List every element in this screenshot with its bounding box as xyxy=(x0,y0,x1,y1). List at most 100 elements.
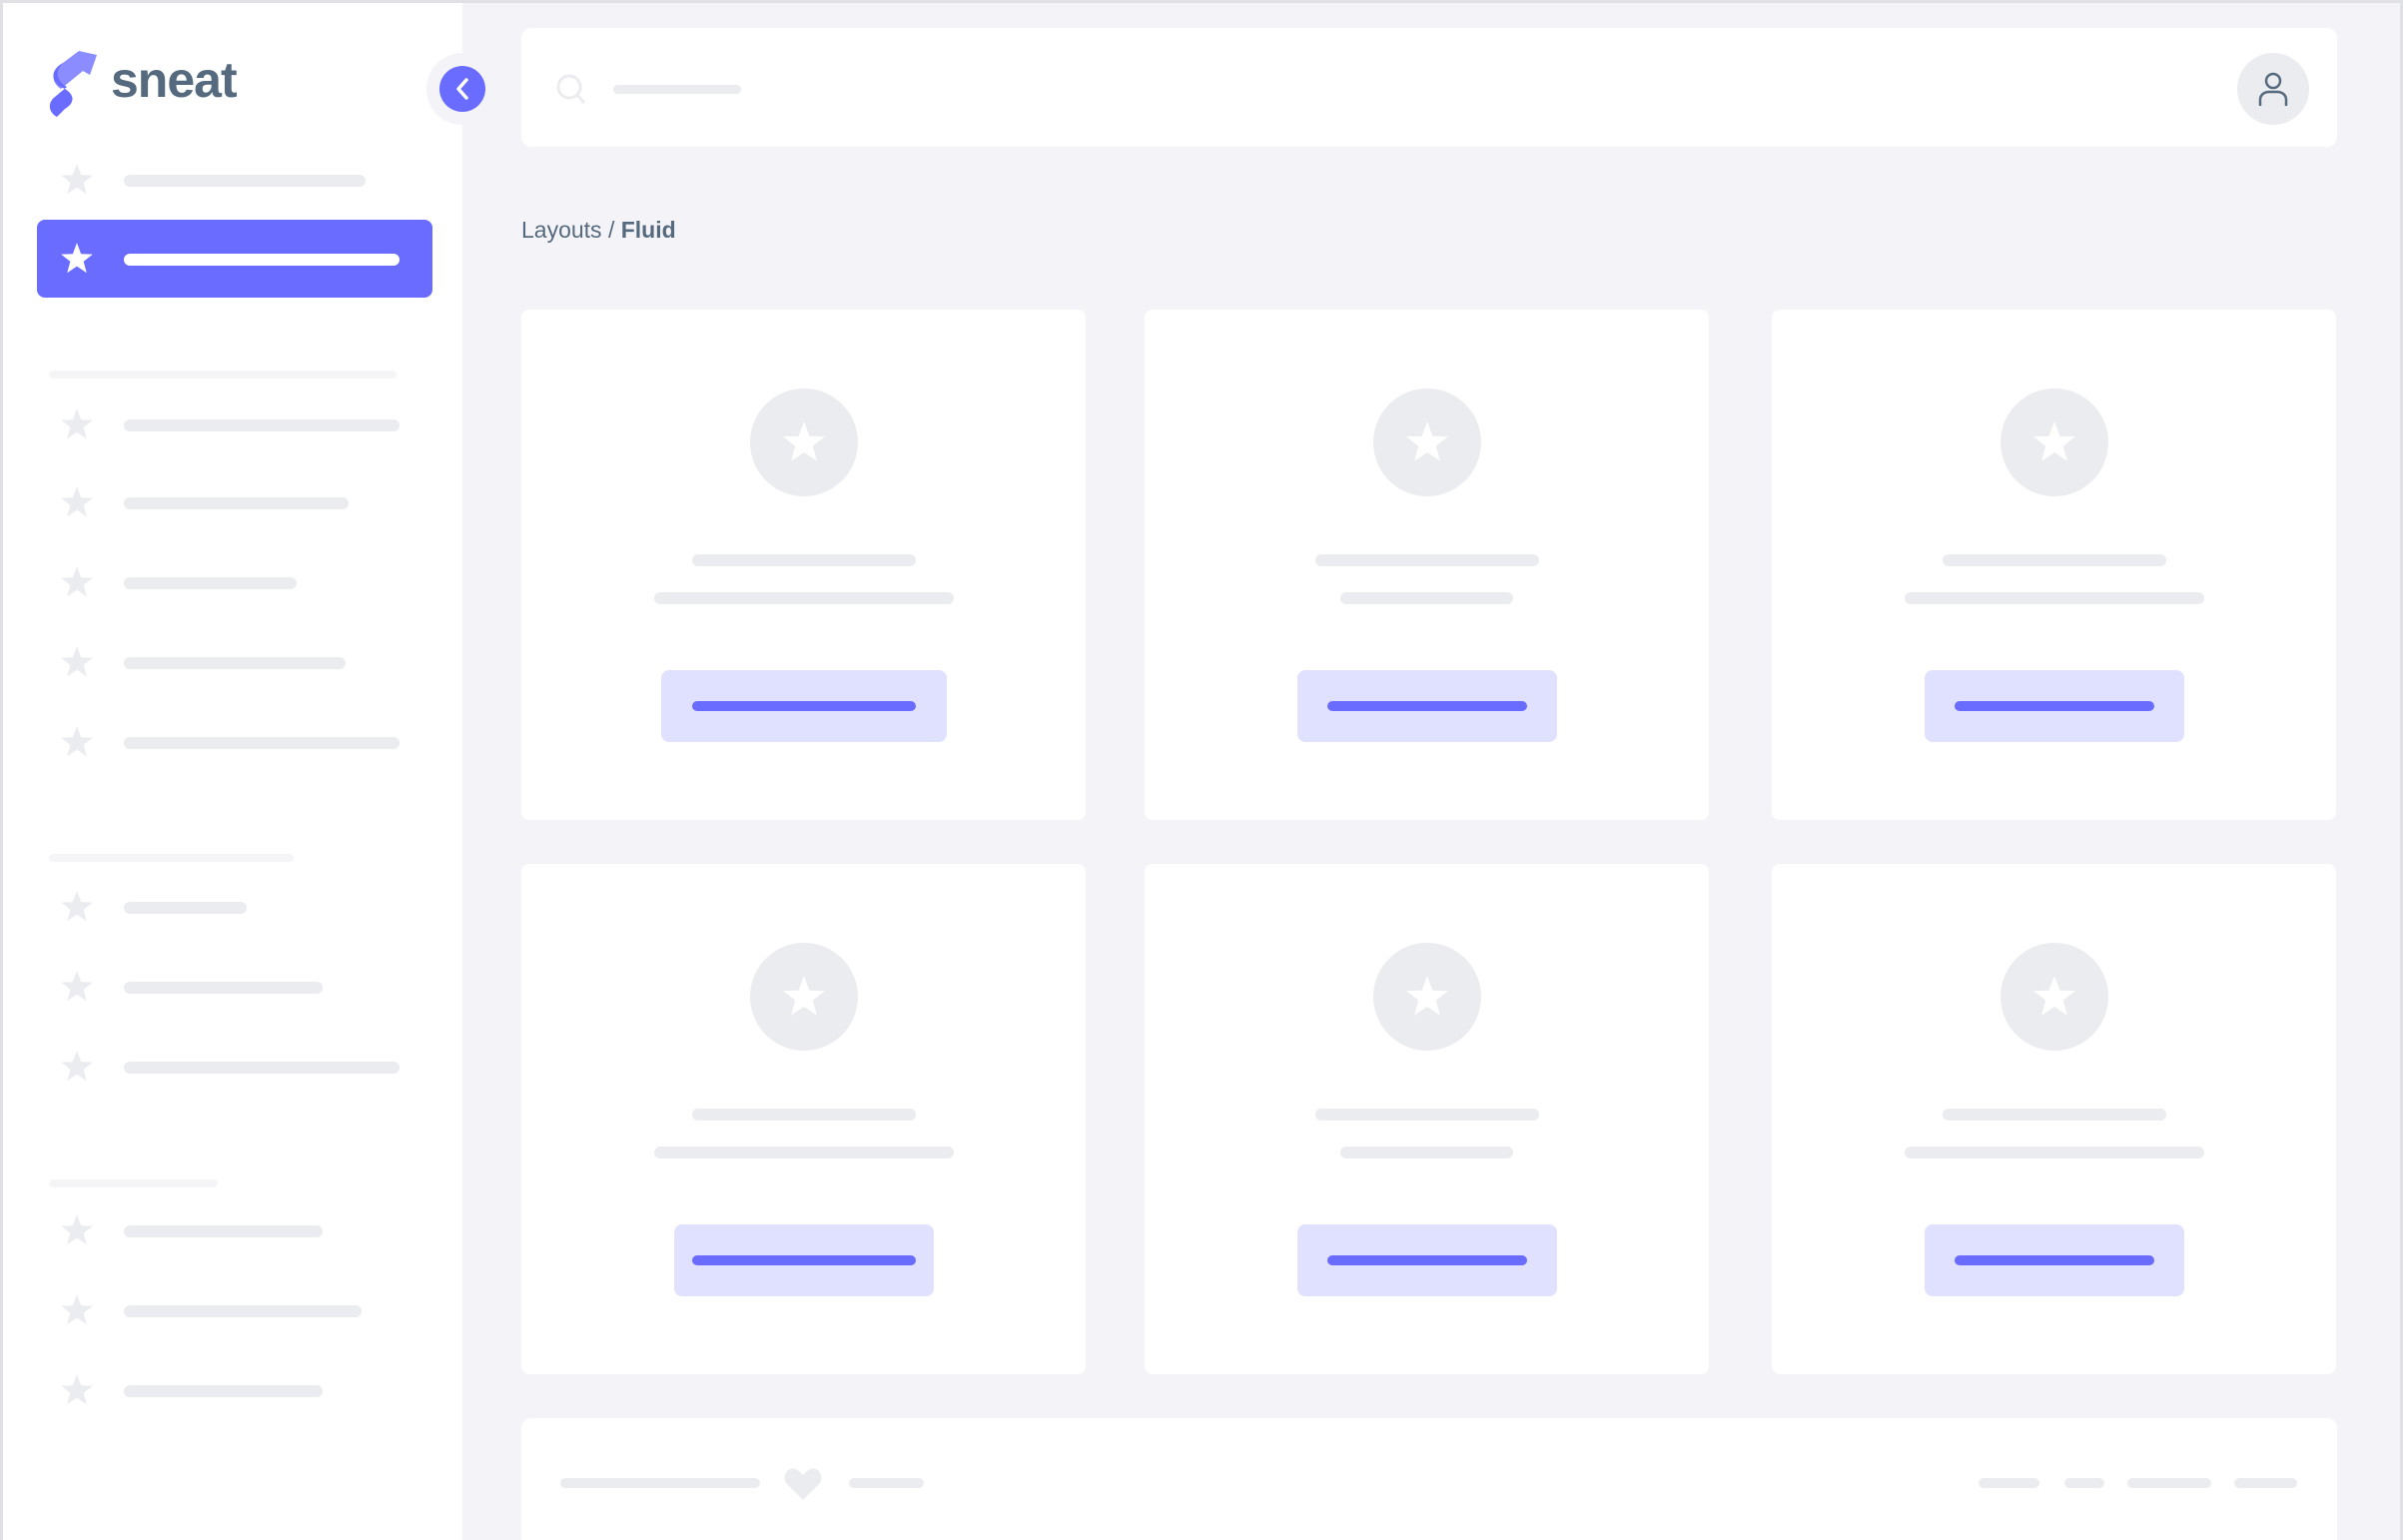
footer-link[interactable] xyxy=(1979,1478,2039,1488)
card-button[interactable] xyxy=(1924,670,2184,742)
card-title xyxy=(1942,554,2166,566)
card-button[interactable] xyxy=(1924,1224,2184,1296)
placeholder-card xyxy=(1145,864,1709,1374)
card-button-label xyxy=(1326,1255,1527,1265)
card-avatar xyxy=(1372,388,1481,496)
star-icon xyxy=(58,161,96,199)
star-icon xyxy=(2029,972,2079,1022)
sidebar-item[interactable] xyxy=(37,385,432,463)
card-text xyxy=(1340,1147,1513,1158)
footer-link[interactable] xyxy=(2234,1478,2297,1488)
card-avatar xyxy=(2000,943,2108,1051)
sidebar-item-label xyxy=(124,982,323,994)
sidebar-item-label xyxy=(124,1062,400,1074)
card-text xyxy=(653,1147,954,1158)
card-button-label xyxy=(1954,701,2154,711)
card-title xyxy=(691,554,916,566)
star-icon xyxy=(58,643,96,681)
star-icon xyxy=(58,240,96,278)
card-avatar xyxy=(2000,388,2108,496)
star-icon xyxy=(58,968,96,1006)
footer-text xyxy=(560,1478,760,1488)
sidebar-item[interactable] xyxy=(37,703,432,781)
star-icon xyxy=(779,417,829,467)
star-icon xyxy=(58,483,96,521)
sidebar-item-label xyxy=(124,1225,323,1237)
brand-name: sneat xyxy=(111,52,238,108)
sidebar-item-label xyxy=(124,737,400,749)
sidebar-item[interactable] xyxy=(37,868,432,946)
sidebar-item-label xyxy=(124,1385,323,1397)
breadcrumb-parent[interactable]: Layouts xyxy=(521,217,602,243)
star-icon xyxy=(1402,972,1452,1022)
sidebar-item-label xyxy=(124,419,400,431)
sidebar-item-label xyxy=(124,577,297,589)
card-button[interactable] xyxy=(1296,1224,1557,1296)
star-icon xyxy=(58,723,96,761)
card-avatar xyxy=(1372,943,1481,1051)
sidebar-section-header xyxy=(49,371,397,379)
card-text xyxy=(1904,1147,2204,1158)
star-icon xyxy=(58,888,96,926)
placeholder-card xyxy=(1145,310,1709,820)
breadcrumb: Layouts / Fluid xyxy=(521,217,676,244)
placeholder-card xyxy=(1772,310,2336,820)
heart-icon xyxy=(784,1468,822,1500)
card-title xyxy=(691,1109,916,1121)
star-icon xyxy=(58,1048,96,1086)
card-text xyxy=(1904,592,2204,604)
sidebar-item[interactable] xyxy=(37,948,432,1026)
sidebar-item[interactable] xyxy=(37,1028,432,1106)
sidebar-item[interactable] xyxy=(37,141,432,219)
card-button[interactable] xyxy=(660,670,947,742)
chevron-left-icon xyxy=(456,78,468,100)
footer-link[interactable] xyxy=(2064,1478,2104,1488)
search-icon[interactable] xyxy=(556,74,588,106)
placeholder-card xyxy=(521,864,1086,1374)
card-button-label xyxy=(691,1255,916,1265)
sidebar-item-label xyxy=(124,1305,362,1317)
breadcrumb-separator: / xyxy=(601,217,621,243)
sidebar-item[interactable] xyxy=(37,543,432,621)
placeholder-card xyxy=(1772,864,2336,1374)
card-button-label xyxy=(691,701,916,711)
sidebar-item-label xyxy=(124,902,247,914)
sidebar-item-label xyxy=(124,497,349,509)
star-icon xyxy=(58,563,96,601)
card-button-label xyxy=(1954,1255,2154,1265)
star-icon xyxy=(2029,417,2079,467)
breadcrumb-current: Fluid xyxy=(620,217,676,243)
sidebar-item[interactable] xyxy=(37,623,432,701)
card-button[interactable] xyxy=(673,1224,934,1296)
sidebar-item-active[interactable] xyxy=(37,220,432,298)
footer xyxy=(521,1418,2337,1540)
star-icon xyxy=(779,972,829,1022)
top-navbar xyxy=(521,28,2337,147)
collapse-sidebar-button[interactable] xyxy=(439,66,485,112)
sidebar-item[interactable] xyxy=(37,1351,432,1429)
placeholder-card xyxy=(521,310,1086,820)
card-avatar xyxy=(749,943,858,1051)
sidebar-section-header xyxy=(49,1179,218,1187)
card-avatar xyxy=(749,388,858,496)
card-title xyxy=(1942,1109,2166,1121)
footer-link[interactable] xyxy=(2127,1478,2211,1488)
sidebar-item[interactable] xyxy=(37,1271,432,1349)
star-icon xyxy=(58,405,96,443)
card-text xyxy=(653,592,954,604)
footer-link[interactable] xyxy=(849,1478,924,1488)
card-title xyxy=(1314,1109,1539,1121)
sidebar-item-label xyxy=(124,657,346,669)
sidebar-item-label xyxy=(124,175,366,187)
card-button[interactable] xyxy=(1296,670,1557,742)
user-avatar-button[interactable] xyxy=(2237,53,2309,125)
search-input[interactable] xyxy=(613,85,741,94)
star-icon xyxy=(1402,417,1452,467)
sidebar-section-header xyxy=(49,854,294,862)
sidebar-item-label xyxy=(124,254,400,266)
sidebar: sneat xyxy=(3,3,462,1540)
star-icon xyxy=(58,1291,96,1329)
sidebar-item[interactable] xyxy=(37,1191,432,1269)
sidebar-item[interactable] xyxy=(37,463,432,541)
card-text xyxy=(1340,592,1513,604)
